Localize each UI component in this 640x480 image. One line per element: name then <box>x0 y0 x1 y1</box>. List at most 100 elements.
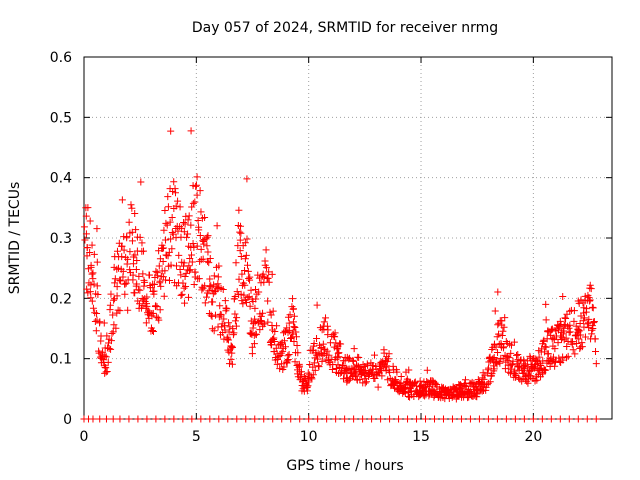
data-point <box>176 203 184 211</box>
data-point <box>156 279 164 287</box>
data-point <box>125 415 133 423</box>
data-point <box>491 307 499 315</box>
data-point <box>305 415 313 423</box>
data-point <box>138 239 146 247</box>
data-point <box>574 415 582 423</box>
data-point <box>197 256 205 264</box>
data-point <box>490 365 498 373</box>
data-point <box>356 375 364 383</box>
data-point <box>478 387 486 395</box>
data-point <box>131 251 139 259</box>
data-point <box>512 351 520 359</box>
data-point <box>118 253 126 261</box>
data-point <box>124 255 132 263</box>
data-point <box>530 364 538 372</box>
data-point <box>116 415 124 423</box>
data-point <box>574 326 582 334</box>
data-point <box>172 262 180 270</box>
data-point <box>196 187 204 195</box>
data-point <box>361 379 369 387</box>
data-point <box>550 336 558 344</box>
data-point <box>161 415 169 423</box>
data-point <box>407 387 415 395</box>
data-point <box>214 273 222 281</box>
data-point <box>577 331 585 339</box>
data-point <box>228 360 236 368</box>
data-point <box>131 289 139 297</box>
data-point <box>126 266 134 274</box>
data-point <box>201 299 209 307</box>
grid <box>84 57 612 419</box>
data-point <box>196 257 204 265</box>
data-point <box>345 355 353 363</box>
data-point <box>323 415 331 423</box>
data-point <box>168 245 176 253</box>
data-point <box>88 270 96 278</box>
data-point <box>292 333 300 341</box>
data-point <box>264 297 272 305</box>
data-point <box>131 209 139 217</box>
data-point <box>500 323 508 331</box>
data-point <box>310 340 318 348</box>
data-point <box>91 309 99 317</box>
data-point <box>231 317 239 325</box>
data-point <box>535 353 543 361</box>
data-point <box>285 319 293 327</box>
data-point <box>92 327 100 335</box>
data-point <box>260 273 268 281</box>
data-point <box>251 315 259 323</box>
data-point <box>120 246 128 254</box>
data-point <box>540 365 548 373</box>
data-point <box>189 240 197 248</box>
data-point <box>225 319 233 327</box>
data-point <box>241 255 249 263</box>
data-point <box>566 328 574 336</box>
data-point <box>235 275 243 283</box>
data-point <box>133 280 141 288</box>
data-point <box>193 191 201 199</box>
data-point <box>422 391 430 399</box>
data-point <box>566 307 574 315</box>
data-point <box>507 341 515 349</box>
data-point <box>386 415 394 423</box>
data-point <box>204 232 212 240</box>
data-point <box>265 268 273 276</box>
data-point <box>96 415 104 423</box>
data-point <box>236 236 244 244</box>
data-point <box>290 338 298 346</box>
data-point <box>332 415 340 423</box>
data-point <box>164 193 172 201</box>
data-point <box>560 330 568 338</box>
data-point <box>252 295 260 303</box>
data-point <box>588 330 596 338</box>
data-point <box>127 201 135 209</box>
data-point <box>87 263 95 271</box>
y-tick-label: 0.4 <box>50 171 72 187</box>
data-point <box>209 298 217 306</box>
data-point <box>271 328 279 336</box>
data-point <box>345 376 353 384</box>
data-point <box>167 235 175 243</box>
data-point <box>309 371 317 379</box>
data-point <box>177 291 185 299</box>
data-point <box>185 267 193 275</box>
data-point <box>213 222 221 230</box>
data-point <box>206 283 214 291</box>
data-point <box>125 218 133 226</box>
data-point <box>205 259 213 267</box>
x-tick-label: 5 <box>192 429 201 445</box>
data-point <box>313 301 321 309</box>
data-point <box>149 327 157 335</box>
data-point <box>493 415 501 423</box>
data-point <box>195 223 203 231</box>
data-point <box>484 415 492 423</box>
data-point <box>573 339 581 347</box>
data-point <box>583 305 591 313</box>
chart-title: Day 057 of 2024, SRMTID for receiver nrm… <box>192 20 498 36</box>
data-point <box>95 349 103 357</box>
data-point <box>210 327 218 335</box>
data-point <box>192 182 200 190</box>
data-point <box>237 222 245 230</box>
data-point <box>134 415 142 423</box>
data-point <box>248 350 256 358</box>
